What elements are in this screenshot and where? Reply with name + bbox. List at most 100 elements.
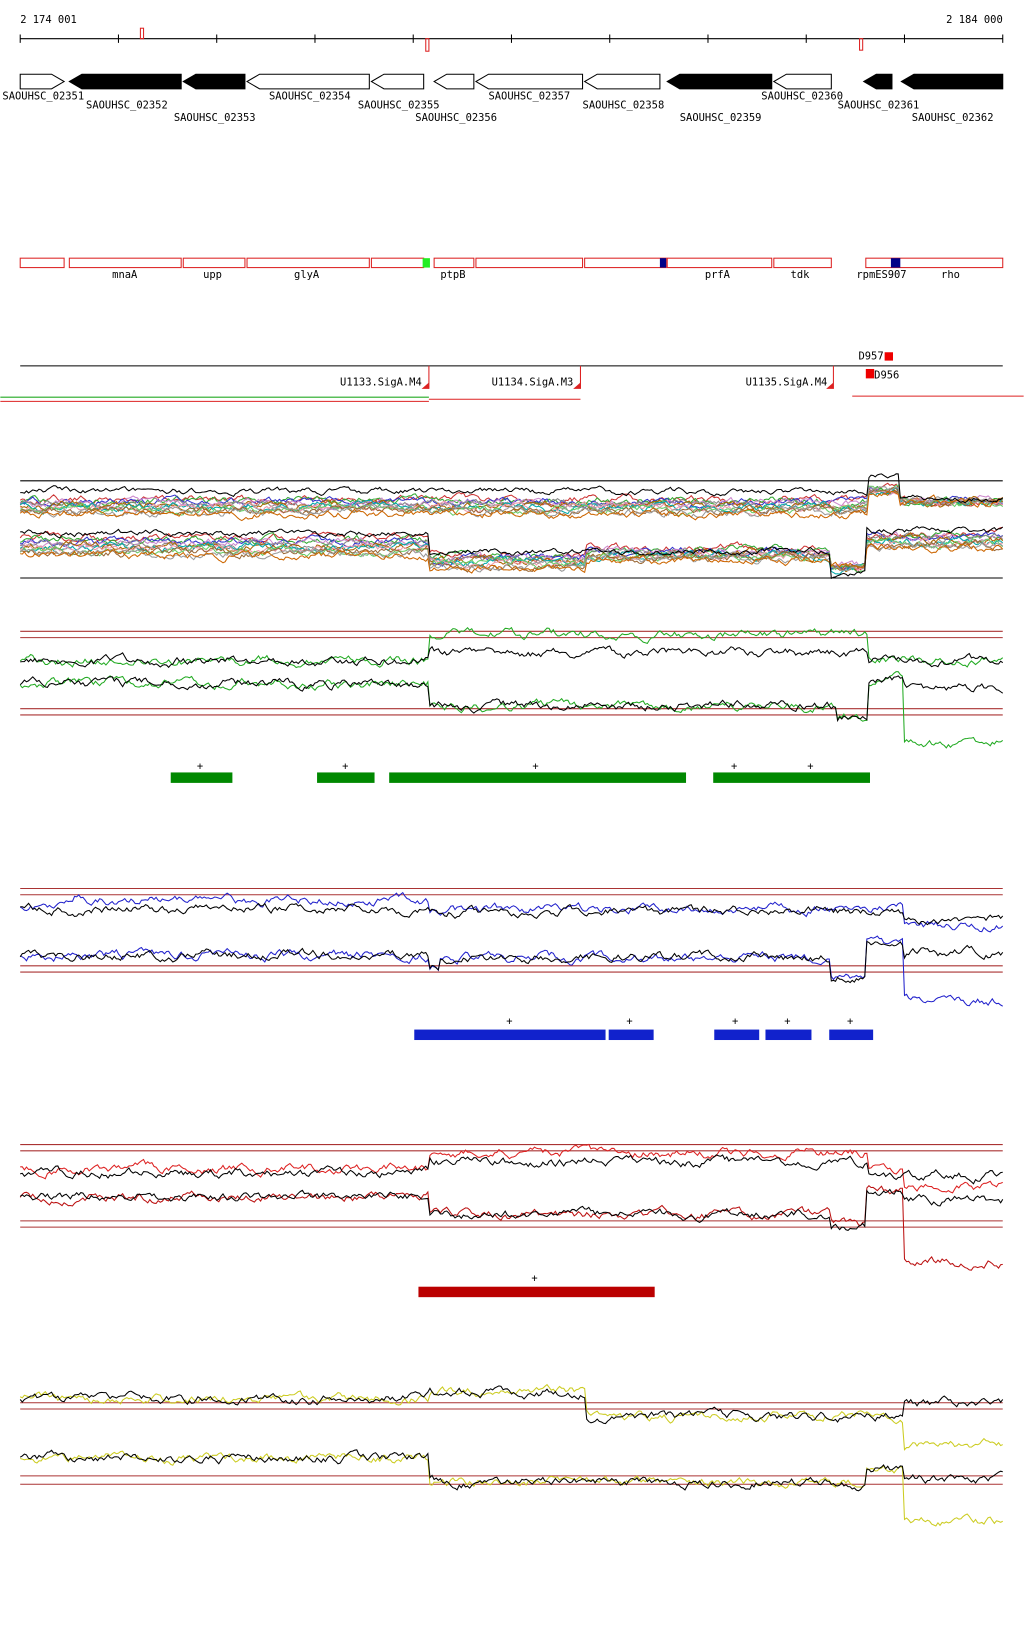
trace: [20, 525, 1004, 580]
gene-arrow: [900, 73, 1004, 90]
segment-bar: [765, 1029, 812, 1041]
gene-name: rpmE: [856, 269, 881, 281]
trace: [20, 1143, 1003, 1194]
gene-label: SAOUHSC_02352: [86, 100, 168, 112]
segment-mark: +: [784, 1015, 790, 1027]
annotation-box: [666, 257, 773, 269]
annotation-box: [68, 257, 182, 269]
trace: [20, 902, 1004, 926]
segment-mark: +: [531, 1272, 537, 1284]
gene-name: rho: [941, 269, 960, 281]
trace: [19, 626, 1004, 669]
gene-name: mnaA: [112, 269, 138, 281]
trace: [19, 940, 1004, 984]
gene-label: SAOUHSC_02351: [2, 90, 84, 102]
segment-bar: [829, 1029, 874, 1041]
annotation-box: [19, 257, 65, 269]
segment-bar: [714, 1029, 760, 1041]
gene-arrow: [182, 73, 246, 90]
trace: [19, 531, 1004, 571]
gene-name: glyA: [294, 269, 320, 281]
ruler-start: 2 174 001: [20, 14, 77, 26]
promoter-label: U1134.SigA.M3: [492, 377, 574, 389]
trace: [19, 1383, 1003, 1451]
gene-arrow: [862, 73, 893, 90]
segment-bar: [414, 1029, 606, 1041]
trace: [19, 1385, 1004, 1425]
trace: [19, 482, 1003, 509]
gene-name: prfA: [705, 269, 731, 281]
gene-name: upp: [203, 269, 222, 281]
segment-mark: +: [626, 1015, 632, 1027]
gene-label: SAOUHSC_02356: [415, 112, 497, 124]
trace: [20, 473, 1004, 504]
promoter-label: U1133.SigA.M4: [340, 377, 422, 389]
annotation-marker: [890, 258, 901, 268]
gene-label: SAOUHSC_02357: [488, 90, 570, 102]
annotation-box: [773, 257, 832, 269]
gene-label: SAOUHSC_02353: [174, 112, 256, 124]
trace: [20, 645, 1004, 669]
gene-arrow: [583, 73, 661, 90]
segment-mark: +: [342, 760, 348, 772]
gene-name: tdk: [791, 269, 811, 281]
segment-bar: [170, 772, 233, 783]
trace: [19, 935, 1003, 1007]
segment-mark: +: [732, 1015, 738, 1027]
annotation-marker: [422, 258, 430, 268]
annotation-box: [370, 257, 425, 269]
feature-mark: [865, 368, 875, 379]
ruler-marker: [859, 38, 864, 51]
gene-label: SAOUHSC_02359: [680, 112, 762, 124]
promoter-label: U1135.SigA.M4: [746, 377, 828, 389]
feature-label: D957: [859, 351, 884, 363]
trace: [20, 486, 1003, 518]
segment-mark: +: [807, 760, 813, 772]
gene-label: SAOUHSC_02358: [583, 100, 665, 112]
gene-label: SAOUHSC_02361: [838, 100, 920, 112]
gene-name: ptpB: [440, 269, 465, 281]
gene-arrow: [666, 73, 773, 90]
trace: [19, 486, 1003, 510]
ruler-end: 2 184 000: [946, 14, 1003, 26]
promoter-flag: [421, 382, 429, 389]
annotation-box: [433, 257, 475, 269]
trace: [19, 1188, 1004, 1231]
segment-bar: [418, 1286, 655, 1298]
segment-mark: +: [847, 1015, 853, 1027]
trace: [19, 1185, 1003, 1271]
feature-label: D956: [874, 369, 899, 381]
segment-mark: +: [731, 760, 737, 772]
gene-arrow: [245, 73, 370, 90]
gene-label: SAOUHSC_02354: [269, 90, 351, 102]
segment-bar: [317, 772, 375, 783]
annotation-box: [475, 257, 584, 269]
segment-mark: +: [506, 1015, 512, 1027]
trace: [19, 542, 1004, 573]
trace: [19, 1449, 1003, 1492]
segment-mark: +: [532, 760, 538, 772]
gene-label: SAOUHSC_02360: [761, 90, 843, 102]
gene-arrow: [433, 73, 475, 90]
annotation-marker: [659, 258, 667, 268]
trace: [20, 1154, 1003, 1185]
segment-mark: +: [197, 760, 203, 772]
trace: [19, 891, 1004, 933]
gene-arrow: [68, 73, 182, 90]
annotation-box: [182, 257, 246, 269]
trace: [19, 675, 1004, 723]
annotation-box: [584, 257, 667, 269]
gene-arrow: [474, 73, 584, 90]
gene-name: S907: [881, 269, 906, 281]
trace: [20, 542, 1004, 574]
trace: [19, 671, 1004, 749]
segment-bar: [608, 1029, 654, 1041]
ruler-marker: [425, 38, 430, 52]
annotation-box: [865, 257, 1004, 269]
segment-bar: [713, 772, 870, 783]
feature-mark: [884, 352, 893, 361]
gene-arrow: [370, 73, 425, 90]
gene-arrow: [772, 73, 832, 90]
trace: [19, 490, 1004, 522]
